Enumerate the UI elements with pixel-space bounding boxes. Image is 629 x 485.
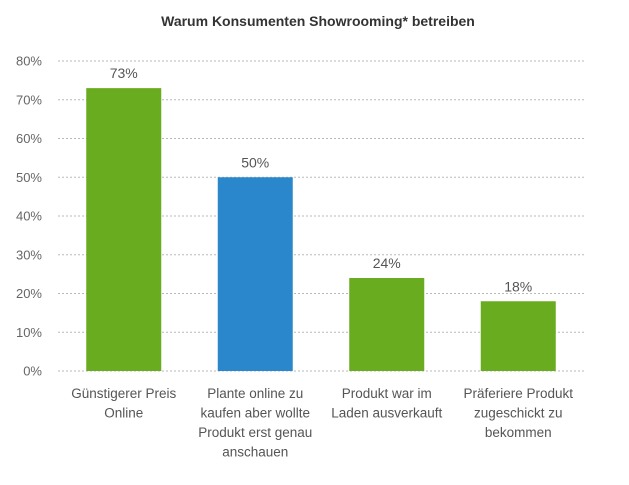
category-labels: Günstigerer Preis Online Plante online zu k… bbox=[71, 386, 573, 460]
y-tick-label: 60% bbox=[16, 131, 42, 146]
y-axis-tick-labels: 0% 10% 20% 30% 40% 50% 60% 70% 80% bbox=[16, 54, 42, 379]
chart-title: Warum Konsumenten Showrooming* betreiben bbox=[161, 13, 475, 29]
category-label: Präferiere Produkt bbox=[463, 386, 573, 401]
category-label: Online bbox=[104, 406, 143, 421]
y-tick-label: 40% bbox=[16, 209, 42, 224]
category-label: Produkt war im bbox=[342, 386, 432, 401]
bar bbox=[349, 278, 425, 371]
category-label: kaufen aber wollte bbox=[200, 406, 310, 421]
bar bbox=[86, 88, 162, 371]
y-tick-label: 30% bbox=[16, 247, 42, 262]
data-label: 50% bbox=[241, 154, 269, 170]
y-tick-label: 50% bbox=[16, 170, 42, 185]
bar bbox=[480, 301, 556, 371]
data-labels: 73% 50% 24% 18% bbox=[110, 65, 533, 294]
y-tick-label: 80% bbox=[16, 54, 42, 69]
bars bbox=[86, 88, 556, 371]
category-label: anschauen bbox=[222, 445, 288, 460]
category-label: Günstigerer Preis bbox=[71, 386, 176, 401]
bar bbox=[217, 177, 293, 371]
data-label: 24% bbox=[373, 255, 401, 271]
category-label: zugeschickt zu bbox=[474, 406, 563, 421]
y-tick-label: 10% bbox=[16, 325, 42, 340]
data-label: 73% bbox=[110, 65, 138, 81]
y-tick-label: 20% bbox=[16, 286, 42, 301]
category-label: bekommen bbox=[485, 425, 552, 440]
y-tick-label: 0% bbox=[23, 364, 42, 379]
category-label: Laden ausverkauft bbox=[331, 406, 442, 421]
category-label: Produkt erst genau bbox=[198, 425, 312, 440]
data-label: 18% bbox=[504, 278, 532, 294]
category-label: Plante online zu bbox=[207, 386, 303, 401]
y-tick-label: 70% bbox=[16, 92, 42, 107]
